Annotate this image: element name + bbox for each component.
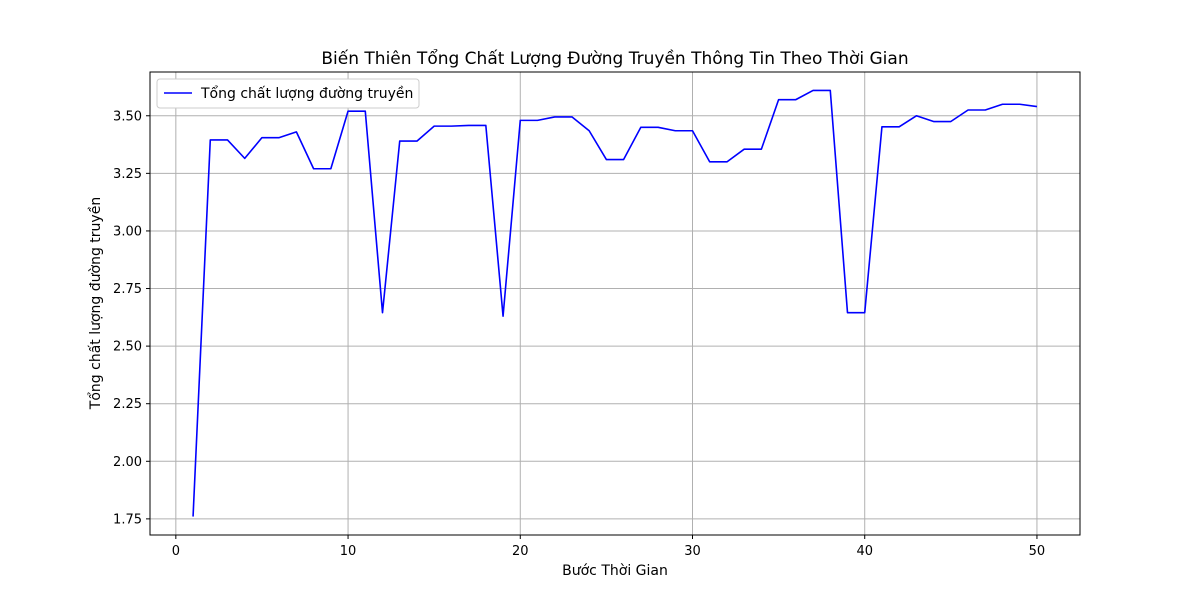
plot-area xyxy=(150,72,1080,535)
y-tick-label: 3.00 xyxy=(113,224,142,239)
chart-title: Biến Thiên Tổng Chất Lượng Đường Truyền … xyxy=(321,48,908,69)
y-axis-ticks: 1.75 2.00 2.25 2.50 2.75 3.00 3.25 3.50 xyxy=(113,109,150,527)
x-tick-label: 0 xyxy=(172,544,180,559)
series-line xyxy=(192,89,1038,517)
y-tick-label: 2.00 xyxy=(113,455,142,470)
x-axis-ticks: 0 10 20 30 40 50 xyxy=(172,535,1046,559)
y-tick-label: 3.25 xyxy=(113,167,142,182)
y-tick-label: 1.75 xyxy=(113,512,142,527)
y-tick-label: 2.75 xyxy=(113,282,142,297)
y-tick-label: 2.25 xyxy=(113,397,142,412)
x-tick-label: 10 xyxy=(340,544,357,559)
legend-label: Tổng chất lượng đường truyền xyxy=(200,85,413,102)
y-tick-label: 2.50 xyxy=(113,340,142,355)
x-axis-label: Bước Thời Gian xyxy=(562,563,668,579)
x-tick-label: 30 xyxy=(684,544,701,559)
x-tick-label: 40 xyxy=(856,544,873,559)
legend-box xyxy=(156,78,420,109)
y-axis-label: Tổng chất lượng đường truyền xyxy=(87,197,104,410)
grid xyxy=(150,72,1080,535)
x-tick-label: 50 xyxy=(1029,544,1046,559)
plot-frame xyxy=(149,71,1081,536)
y-tick-label: 3.50 xyxy=(113,109,142,124)
legend: Tổng chất lượng đường truyền xyxy=(156,78,420,109)
x-tick-label: 20 xyxy=(512,544,529,559)
